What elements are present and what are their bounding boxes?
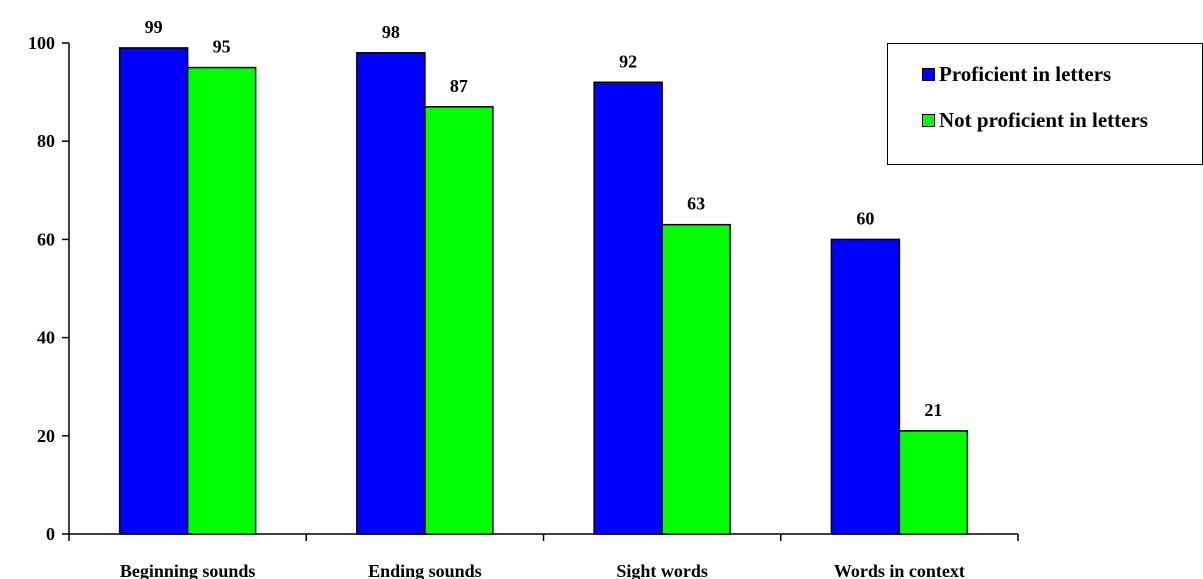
y-tick-label: 40 xyxy=(37,328,55,348)
x-category-label: Beginning sounds xyxy=(120,561,256,579)
bar-not-proficient xyxy=(661,223,731,535)
data-label: 98 xyxy=(382,22,400,42)
x-category-label: Words in context xyxy=(834,561,965,579)
bar-not-proficient xyxy=(186,66,257,535)
y-tick-label: 60 xyxy=(37,229,55,249)
legend: Proficient in letters Not proficient in … xyxy=(887,43,1203,165)
data-label: 92 xyxy=(619,51,637,71)
bar-proficient xyxy=(593,81,663,535)
bar-not-proficient xyxy=(424,106,494,535)
data-label: 63 xyxy=(687,194,705,214)
y-tick-label: 100 xyxy=(28,33,55,53)
y-tick-label: 20 xyxy=(37,426,55,446)
legend-swatch-proficient xyxy=(922,68,935,81)
category-labels: Beginning sounds Ending sounds Sight words… xyxy=(120,561,965,579)
y-tick-label: 0 xyxy=(46,524,55,544)
data-label: 99 xyxy=(145,17,163,37)
bar-proficient xyxy=(118,47,189,535)
legend-swatch-not-proficient xyxy=(922,114,935,127)
data-label: 87 xyxy=(450,76,468,96)
legend-item-not-proficient: Not proficient in letters xyxy=(922,108,1148,133)
data-label: 21 xyxy=(924,400,942,420)
data-labels: 99 95 98 87 92 63 60 21 xyxy=(145,17,943,420)
legend-label-proficient: Proficient in letters xyxy=(939,62,1112,86)
bar-proficient xyxy=(356,52,426,535)
data-label: 95 xyxy=(213,37,231,57)
bar-not-proficient xyxy=(898,430,969,535)
bar-proficient xyxy=(830,238,901,535)
x-category-label: Sight words xyxy=(616,561,708,579)
x-category-label: Ending sounds xyxy=(368,561,482,579)
y-tick-labels: 0 20 40 60 80 100 xyxy=(28,33,55,544)
legend-item-proficient: Proficient in letters xyxy=(922,62,1111,87)
data-label: 60 xyxy=(856,208,874,228)
legend-label-not-proficient: Not proficient in letters xyxy=(939,108,1148,132)
y-tick-label: 80 xyxy=(37,131,55,151)
bars xyxy=(118,47,969,535)
